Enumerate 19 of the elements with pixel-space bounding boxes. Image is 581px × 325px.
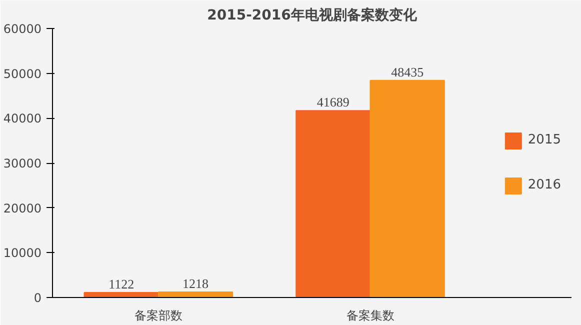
y-tick-label: 30000 <box>3 156 42 170</box>
data-label: 48435 <box>391 64 424 80</box>
y-tick-label: 0 <box>34 291 42 305</box>
data-label: 1218 <box>182 276 208 292</box>
y-tick-label: 10000 <box>3 246 42 260</box>
data-label: 1122 <box>108 276 134 292</box>
y-tick-label: 60000 <box>3 22 42 36</box>
x-tick-label: 备案集数 <box>346 308 394 322</box>
data-label: 41689 <box>316 94 350 110</box>
legend-label: 2015 <box>528 132 561 148</box>
y-tick-label: 50000 <box>3 66 42 81</box>
chart-title: 2015-2016年电视剧备案数变化 <box>207 6 418 24</box>
x-tick-label: 备案部数 <box>134 308 182 322</box>
bar <box>370 80 445 298</box>
y-tick-label: 20000 <box>3 201 42 216</box>
bar <box>296 110 371 298</box>
bar <box>158 292 234 298</box>
y-tick-label: 40000 <box>3 112 42 126</box>
legend-label: 2016 <box>528 178 561 192</box>
